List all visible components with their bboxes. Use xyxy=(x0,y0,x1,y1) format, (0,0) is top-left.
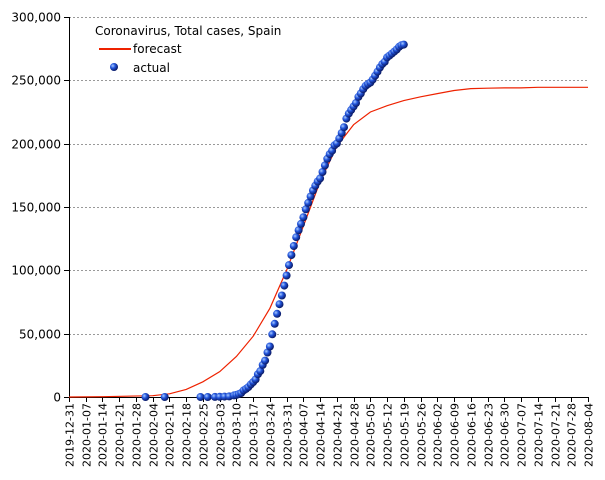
x-tick-label: 2020-03-17 xyxy=(248,403,261,467)
x-tick-label: 2020-06-30 xyxy=(499,403,512,467)
axes xyxy=(64,17,589,402)
forecast-series xyxy=(68,86,588,398)
actual-point xyxy=(304,198,313,207)
x-tick-label: 2020-01-28 xyxy=(131,403,144,467)
x-tick-label: 2020-04-07 xyxy=(298,403,311,467)
actual-point xyxy=(320,161,329,170)
x-tick-label: 2019-12-31 xyxy=(64,403,77,467)
actual-point xyxy=(141,393,150,401)
actual-point xyxy=(301,205,310,214)
x-tick-label: 2020-05-05 xyxy=(365,403,378,467)
x-tick-label: 2020-01-21 xyxy=(114,403,127,467)
actual-point xyxy=(297,219,305,228)
actual-point xyxy=(277,291,286,300)
x-tick-label: 2020-03-03 xyxy=(215,403,228,467)
actual-point xyxy=(287,251,296,260)
x-tick-label: 2020-04-14 xyxy=(315,403,328,467)
y-tick-label: 50,000 xyxy=(19,328,61,342)
x-tick-label: 2020-01-14 xyxy=(97,403,110,467)
x-tick-label: 2020-02-11 xyxy=(164,403,177,467)
x-tick-label: 2020-05-26 xyxy=(416,403,429,467)
actual-point xyxy=(289,242,298,250)
actual-point xyxy=(275,300,284,309)
actual-point xyxy=(299,213,308,222)
chart-title: Coronavirus, Total cases, Spain xyxy=(95,24,281,38)
x-tick-label: 2020-01-07 xyxy=(81,403,94,467)
actual-point xyxy=(261,356,270,365)
actual-point xyxy=(160,393,169,401)
actual-point xyxy=(256,367,265,376)
x-tick-label: 2020-05-19 xyxy=(399,403,412,467)
y-tick-label: 0 xyxy=(53,391,61,405)
actual-point xyxy=(285,261,293,270)
x-tick-label: 2020-07-14 xyxy=(533,403,546,467)
forecast-line xyxy=(68,86,588,398)
y-tick-labels: 0 50,000 100,000 150,000 200,000 250,000 300,0… xyxy=(11,11,61,405)
legend: Coronavirus, Total cases, Spain forecast… xyxy=(95,24,281,75)
x-tick-label: 2020-02-04 xyxy=(148,403,161,467)
x-tick-label: 2020-06-16 xyxy=(466,403,479,467)
actual-point xyxy=(280,281,289,290)
x-tick-label: 2020-03-10 xyxy=(231,403,244,467)
actual-point xyxy=(318,168,327,176)
x-tick-label: 2020-05-12 xyxy=(382,403,395,467)
grid-lines xyxy=(69,17,588,335)
x-tick-label: 2020-06-02 xyxy=(432,403,445,467)
x-tick-label: 2020-07-28 xyxy=(566,403,579,467)
actual-point xyxy=(268,330,277,339)
legend-actual-swatch xyxy=(110,63,118,71)
y-tick-label: 300,000 xyxy=(11,11,61,25)
actual-point xyxy=(352,99,360,107)
legend-actual-label: actual xyxy=(133,61,170,75)
x-tick-label: 2020-04-21 xyxy=(332,403,345,467)
x-tick-label: 2020-02-25 xyxy=(198,403,211,467)
x-tick-label: 2020-03-31 xyxy=(282,403,295,467)
x-tick-label: 2020-04-28 xyxy=(349,403,362,467)
x-tick-label: 2020-03-24 xyxy=(265,403,278,467)
actual-point xyxy=(196,393,205,401)
x-tick-label: 2020-07-07 xyxy=(516,403,529,467)
actual-point xyxy=(294,226,303,235)
x-tick-label: 2020-02-18 xyxy=(181,403,194,467)
actual-point xyxy=(203,393,212,401)
actual-point xyxy=(270,319,279,328)
actual-point xyxy=(399,40,408,49)
y-tick-label: 250,000 xyxy=(11,74,61,88)
actual-point xyxy=(340,123,348,132)
actual-point xyxy=(273,309,282,318)
actual-point xyxy=(306,192,315,201)
actual-series xyxy=(141,40,408,401)
y-tick-label: 200,000 xyxy=(11,138,61,152)
actual-point xyxy=(265,342,274,351)
x-tick-label: 2020-08-04 xyxy=(583,403,596,467)
actual-point xyxy=(263,348,272,357)
x-tick-label: 2020-07-21 xyxy=(550,403,563,467)
x-tick-labels: 2019-12-31 2020-01-07 2020-01-14 2020-01-21… xyxy=(64,403,596,467)
actual-point xyxy=(282,271,291,280)
y-tick-label: 100,000 xyxy=(11,264,61,278)
y-tick-label: 150,000 xyxy=(11,201,61,215)
x-tick-label: 2020-06-23 xyxy=(483,403,496,467)
actual-point xyxy=(316,174,325,183)
legend-forecast-label: forecast xyxy=(133,42,182,56)
actual-point xyxy=(292,233,301,242)
x-tick-label: 2020-06-09 xyxy=(449,403,462,467)
